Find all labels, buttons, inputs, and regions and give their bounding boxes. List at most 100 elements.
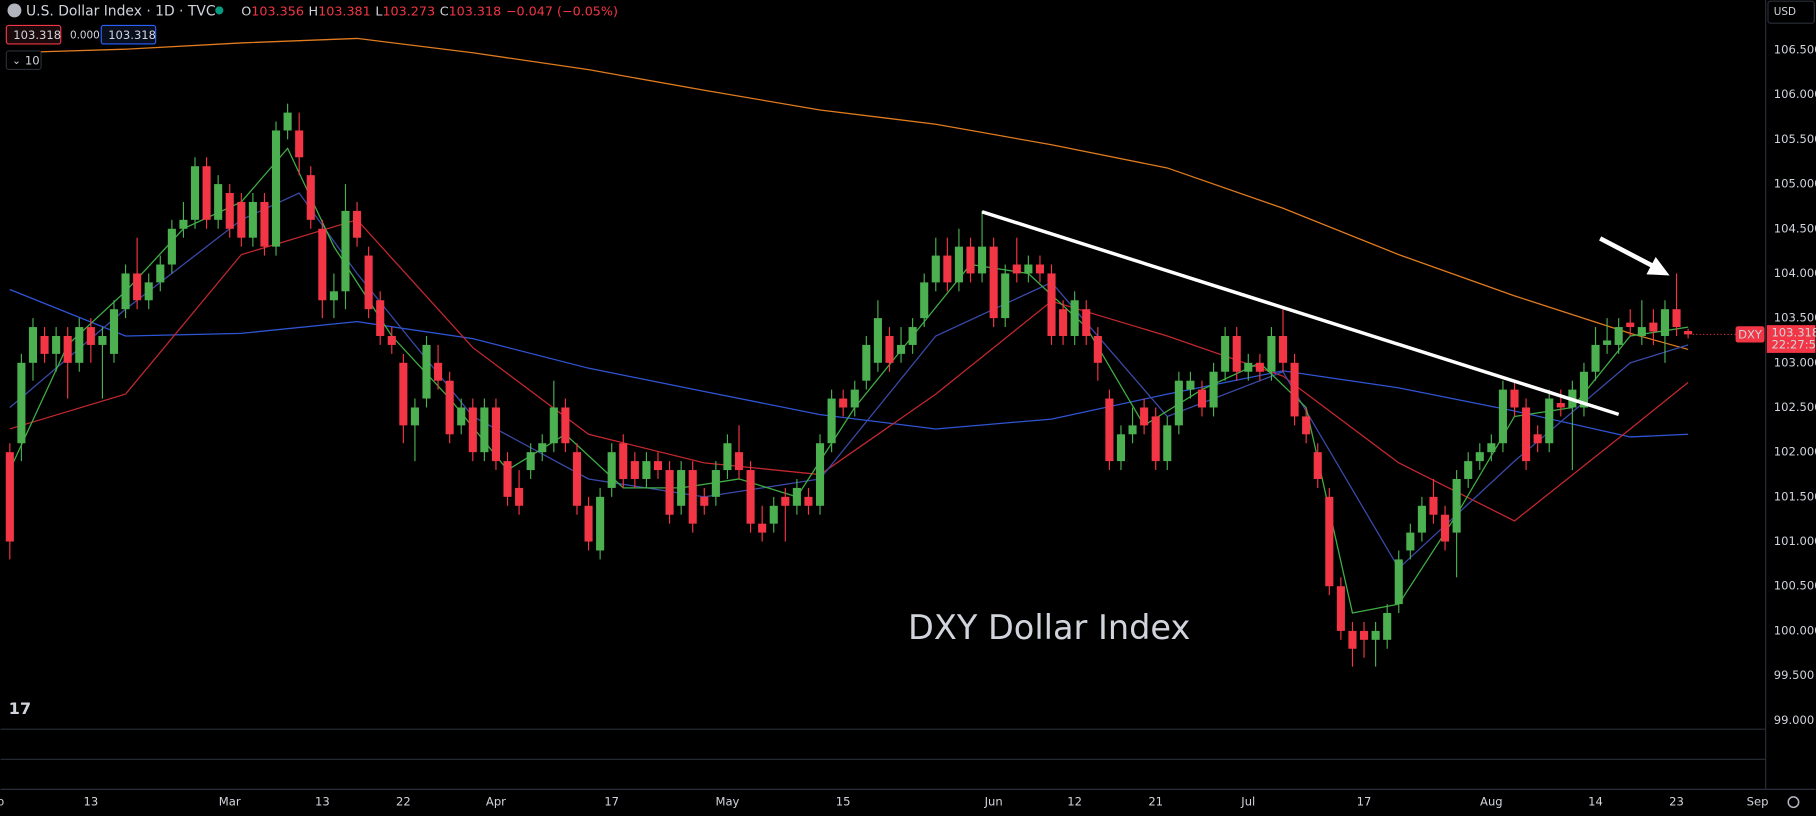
x-tick-label: 14: [1588, 795, 1603, 809]
candle-body: [248, 201, 257, 238]
candle-body: [1221, 336, 1230, 372]
badge[interactable]: [100, 24, 157, 45]
ohlc-label: H: [309, 4, 319, 19]
candle-body: [1209, 371, 1218, 408]
settings-icon[interactable]: [1787, 796, 1800, 809]
candle-body: [1336, 586, 1345, 631]
candle-body: [515, 487, 524, 506]
candle-body: [1047, 273, 1056, 336]
candle-body: [283, 112, 292, 131]
candle-body: [86, 327, 95, 345]
candle-body: [642, 461, 651, 479]
candle-body: [271, 130, 281, 247]
ohlc-legend: O103.356 H103.381 L103.273 C103.318 −0.047 (…: [241, 4, 618, 19]
candle-body: [1128, 425, 1137, 435]
y-tick-label: 105.500: [1774, 132, 1816, 146]
x-tick-label: b: [0, 795, 4, 809]
candle-body: [1649, 322, 1658, 332]
candle-body: [133, 273, 142, 301]
candle-body: [1626, 322, 1635, 328]
candle-body: [873, 318, 882, 363]
x-tick-label: 23: [1669, 795, 1684, 809]
currency-button[interactable]: [1767, 0, 1815, 24]
candle-body: [179, 219, 188, 229]
annotation: DXY Dollar Index: [908, 608, 1190, 647]
y-tick-label: 106.000: [1774, 87, 1816, 101]
candle-body: [781, 496, 790, 506]
y-tick-label: 100.500: [1774, 579, 1816, 593]
candle-body: [1070, 300, 1079, 336]
candle-body: [468, 407, 477, 453]
badge-value: 103.318: [108, 28, 156, 42]
candle-body: [376, 300, 385, 336]
candle-body: [237, 201, 246, 238]
candle-body: [1174, 380, 1183, 426]
price-tag-value: 103.318: [1771, 326, 1816, 340]
indicator-count: 10: [25, 53, 40, 67]
candle-body: [711, 470, 720, 497]
symbol-logo: [7, 3, 22, 18]
candle-body: [480, 407, 489, 453]
candle-body: [1533, 434, 1542, 444]
candle-body: [1684, 330, 1693, 335]
candle-body: [862, 344, 871, 381]
candle-body: [225, 193, 234, 229]
candle-body: [202, 166, 211, 220]
candle-body: [746, 470, 755, 524]
candle-body: [121, 273, 130, 310]
candle-body: [1464, 461, 1473, 479]
y-tick-label: 102.000: [1774, 445, 1816, 459]
tv-logo[interactable]: 𝟭𝟳: [9, 699, 32, 718]
candle-body: [445, 380, 454, 435]
y-tick-label: 106.500: [1774, 43, 1816, 57]
candle-body: [1001, 273, 1010, 319]
candle-body: [978, 246, 987, 274]
candle-body: [167, 228, 176, 265]
x-tick-label: Mar: [219, 795, 241, 809]
currency-label: USD: [1774, 6, 1796, 18]
candle-body: [943, 255, 952, 283]
y-tick-label: 101.000: [1774, 534, 1816, 548]
candle-body: [526, 452, 535, 471]
y-tick-label: 104.500: [1774, 221, 1816, 235]
y-tick-label: 102.500: [1774, 400, 1816, 414]
candle-body: [1255, 362, 1264, 372]
ohlc-label: L: [375, 4, 383, 19]
y-tick-label: 105.000: [1774, 177, 1816, 191]
candle-body: [897, 344, 906, 354]
candle-body: [1359, 630, 1369, 640]
candle-body: [318, 228, 327, 301]
candle-body: [457, 407, 466, 426]
candle-body: [1603, 340, 1612, 345]
x-tick-label: Aug: [1480, 795, 1503, 809]
candle-body: [1059, 309, 1068, 336]
candle-body: [850, 389, 859, 408]
candle-body: [410, 407, 419, 426]
candle-body: [561, 407, 570, 444]
collapse-button[interactable]: [5, 50, 42, 71]
candle-body: [584, 505, 593, 542]
ohlc-value: 103.273: [382, 4, 435, 19]
x-tick-label: May: [715, 795, 739, 809]
candle-body: [295, 130, 304, 158]
moving-average: [9, 288, 1689, 438]
candle-body: [688, 470, 697, 524]
symbol-title[interactable]: U.S. Dollar Index · 1D · TVC: [26, 4, 216, 20]
candle-body: [1441, 514, 1450, 542]
badge[interactable]: [5, 24, 62, 45]
candle-body: [700, 496, 709, 506]
candle-body: [758, 523, 767, 533]
arrow: [1599, 236, 1655, 269]
candle-body: [1475, 452, 1484, 462]
badge-value: 103.318: [13, 28, 61, 42]
candle-body: [63, 336, 72, 363]
candle-body: [827, 398, 836, 444]
candle-body: [1614, 327, 1623, 345]
candle-body: [491, 407, 500, 462]
indicator-value: 0.000: [70, 29, 100, 41]
candle-body: [1429, 496, 1438, 515]
candle-body: [665, 470, 674, 515]
